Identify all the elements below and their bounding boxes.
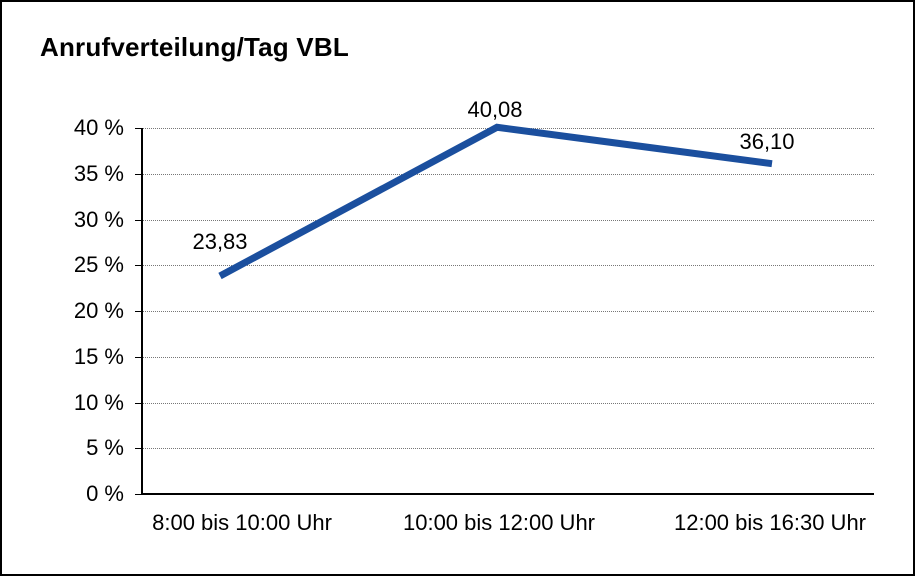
y-axis-tick: [135, 357, 142, 358]
gridline: [142, 174, 874, 175]
x-axis-label: 12:00 bis 16:30 Uhr: [673, 510, 867, 535]
y-axis-line: [141, 128, 143, 494]
y-axis-tick: [135, 174, 142, 175]
gridline: [142, 220, 874, 221]
x-axis-label: 8:00 bis 10:00 Uhr: [152, 510, 332, 535]
data-point-label: 23,83: [192, 229, 248, 254]
chart-title: Anrufverteilung/Tag VBL: [40, 32, 349, 62]
gridline: [142, 265, 874, 266]
y-axis-tick: [135, 403, 142, 404]
x-axis-label: 10:00 bis 12:00 Uhr: [402, 510, 596, 535]
data-line: [218, 123, 773, 280]
y-axis-tick: [135, 448, 142, 449]
y-axis-tick: [135, 311, 142, 312]
y-axis-label: 0 %: [86, 481, 124, 506]
gridline: [142, 448, 874, 449]
y-axis-label: 40 %: [73, 115, 124, 140]
y-axis-label: 35 %: [73, 161, 124, 186]
data-point-label: 36,10: [739, 129, 795, 154]
x-axis-line: [141, 493, 874, 495]
y-axis-tick: [135, 128, 142, 129]
data-point-label: 40,08: [467, 97, 523, 122]
y-axis-label: 15 %: [73, 344, 124, 369]
y-axis-tick: [135, 494, 142, 495]
y-axis-label: 20 %: [73, 298, 124, 323]
y-axis-label: 5 %: [86, 435, 124, 460]
y-axis-label: 30 %: [73, 207, 124, 232]
gridline: [142, 357, 874, 358]
y-axis-label: 25 %: [73, 252, 124, 277]
y-axis-label: 10 %: [73, 390, 124, 415]
y-axis-tick: [135, 265, 142, 266]
y-axis-tick: [135, 220, 142, 221]
gridline: [142, 311, 874, 312]
gridline: [142, 403, 874, 404]
